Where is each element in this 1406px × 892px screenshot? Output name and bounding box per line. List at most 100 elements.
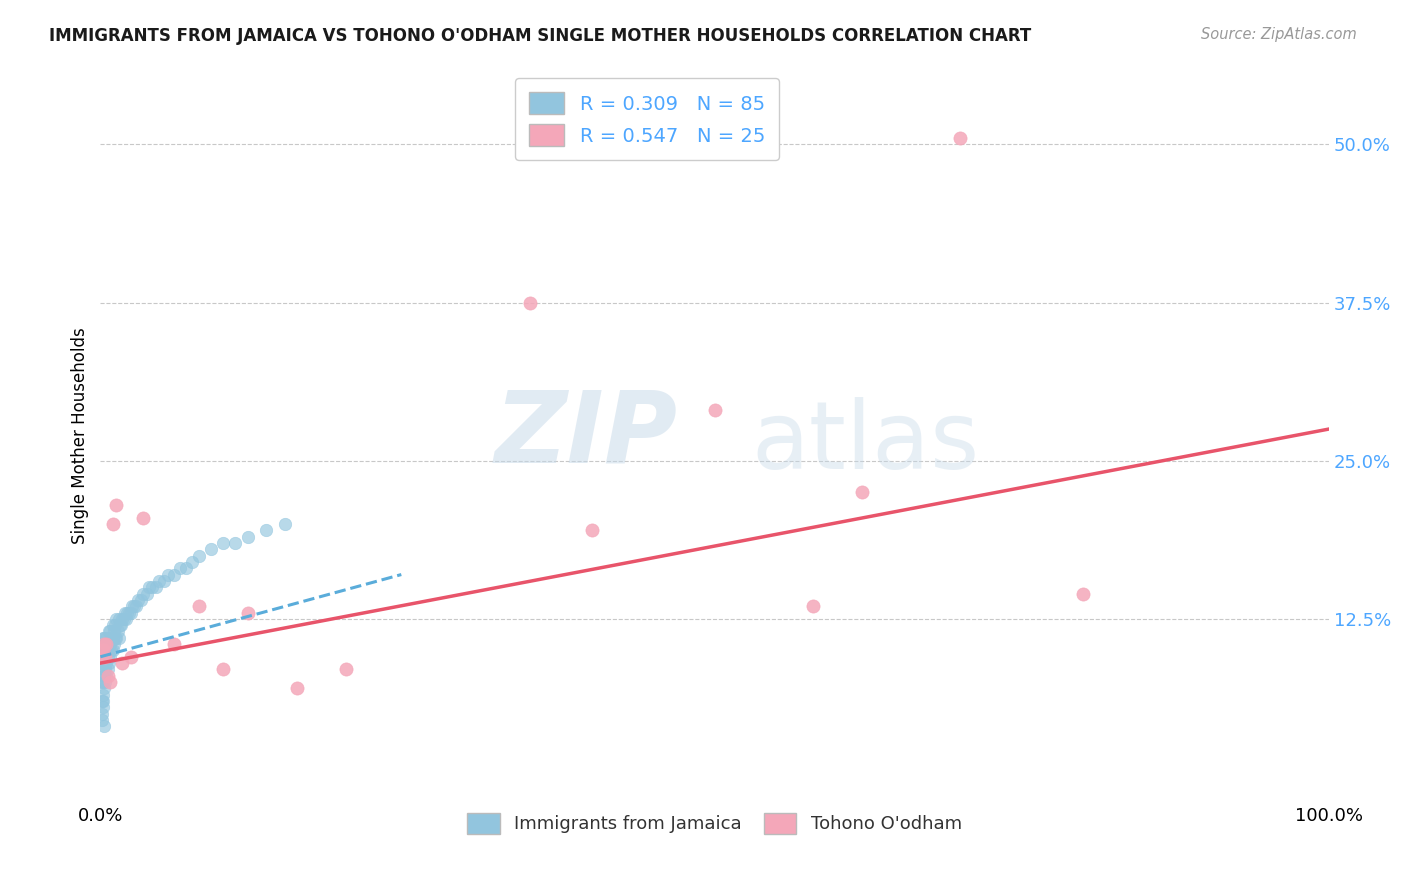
Point bbox=[117, 606, 139, 620]
Point bbox=[132, 586, 155, 600]
Point bbox=[91, 662, 114, 676]
Point bbox=[169, 561, 191, 575]
Point bbox=[187, 549, 209, 563]
Point bbox=[90, 662, 112, 676]
Point bbox=[153, 574, 176, 588]
Point bbox=[91, 643, 114, 657]
Point bbox=[100, 643, 122, 657]
Point bbox=[285, 681, 308, 696]
Point bbox=[224, 536, 246, 550]
Point bbox=[236, 530, 259, 544]
Point bbox=[97, 637, 120, 651]
Point bbox=[115, 612, 138, 626]
Point bbox=[103, 637, 125, 651]
Point bbox=[187, 599, 209, 614]
Point bbox=[101, 516, 124, 531]
Point bbox=[91, 700, 114, 714]
Point bbox=[98, 637, 121, 651]
Point bbox=[94, 662, 117, 676]
Point bbox=[148, 574, 170, 588]
Y-axis label: Single Mother Households: Single Mother Households bbox=[72, 327, 89, 544]
Point bbox=[100, 631, 122, 645]
Point bbox=[97, 643, 120, 657]
Point bbox=[519, 295, 541, 310]
Point bbox=[96, 631, 118, 645]
Point bbox=[91, 631, 114, 645]
Point bbox=[145, 580, 167, 594]
Point bbox=[212, 662, 235, 676]
Point bbox=[93, 649, 115, 664]
Point bbox=[110, 618, 132, 632]
Point bbox=[107, 612, 129, 626]
Point bbox=[176, 561, 198, 575]
Point bbox=[200, 542, 222, 557]
Point bbox=[90, 713, 112, 727]
Point bbox=[97, 649, 120, 664]
Point bbox=[212, 536, 235, 550]
Point bbox=[90, 706, 112, 721]
Point bbox=[122, 599, 145, 614]
Point bbox=[96, 669, 118, 683]
Point bbox=[105, 631, 128, 645]
Point bbox=[127, 592, 149, 607]
Text: ZIP: ZIP bbox=[495, 387, 678, 483]
Text: atlas: atlas bbox=[751, 397, 980, 489]
Text: IMMIGRANTS FROM JAMAICA VS TOHONO O'ODHAM SINGLE MOTHER HOUSEHOLDS CORRELATION C: IMMIGRANTS FROM JAMAICA VS TOHONO O'ODHA… bbox=[49, 27, 1032, 45]
Point bbox=[254, 523, 277, 537]
Point bbox=[104, 631, 127, 645]
Point bbox=[273, 516, 295, 531]
Point bbox=[114, 606, 136, 620]
Text: Source: ZipAtlas.com: Source: ZipAtlas.com bbox=[1201, 27, 1357, 42]
Point bbox=[125, 599, 148, 614]
Point bbox=[851, 485, 873, 500]
Point bbox=[107, 624, 129, 639]
Point bbox=[141, 580, 163, 594]
Point bbox=[94, 637, 117, 651]
Point bbox=[94, 675, 117, 690]
Point bbox=[96, 643, 118, 657]
Point bbox=[236, 606, 259, 620]
Point bbox=[163, 567, 186, 582]
Point bbox=[117, 606, 139, 620]
Point bbox=[103, 624, 125, 639]
Point bbox=[91, 694, 114, 708]
Point bbox=[949, 131, 972, 145]
Point bbox=[112, 612, 135, 626]
Point bbox=[104, 618, 127, 632]
Point bbox=[90, 694, 112, 708]
Point bbox=[93, 719, 115, 733]
Point bbox=[97, 624, 120, 639]
Point bbox=[105, 612, 128, 626]
Point bbox=[91, 649, 114, 664]
Point bbox=[93, 637, 115, 651]
Point bbox=[96, 637, 118, 651]
Point bbox=[801, 599, 824, 614]
Point bbox=[163, 637, 186, 651]
Point bbox=[98, 649, 121, 664]
Point bbox=[93, 643, 115, 657]
Point bbox=[703, 403, 725, 417]
Point bbox=[136, 586, 159, 600]
Point bbox=[90, 643, 112, 657]
Point bbox=[105, 498, 128, 512]
Point bbox=[101, 631, 124, 645]
Point bbox=[138, 580, 160, 594]
Point bbox=[111, 656, 134, 670]
Point bbox=[132, 510, 155, 524]
Point bbox=[129, 592, 152, 607]
Point bbox=[93, 631, 115, 645]
Point bbox=[96, 656, 118, 670]
Point bbox=[90, 675, 112, 690]
Point bbox=[97, 662, 120, 676]
Point bbox=[90, 656, 112, 670]
Point bbox=[91, 643, 114, 657]
Point bbox=[93, 681, 115, 696]
Point bbox=[93, 669, 115, 683]
Point bbox=[98, 624, 121, 639]
Point bbox=[1071, 586, 1094, 600]
Point bbox=[91, 675, 114, 690]
Point bbox=[94, 649, 117, 664]
Point bbox=[97, 669, 120, 683]
Point bbox=[94, 649, 117, 664]
Point bbox=[120, 606, 142, 620]
